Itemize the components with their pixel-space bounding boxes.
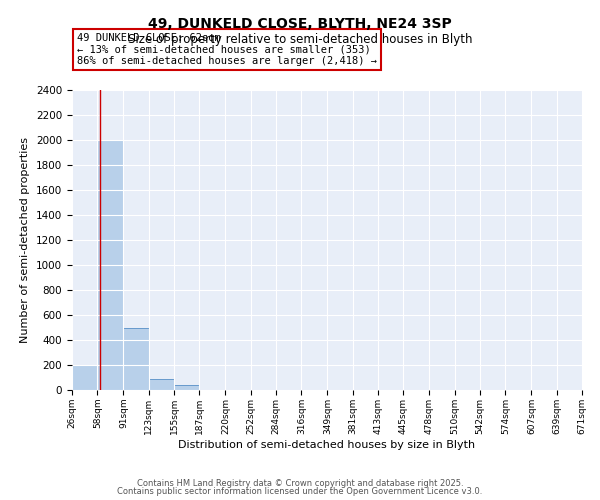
Bar — [174, 385, 199, 390]
Text: Contains HM Land Registry data © Crown copyright and database right 2025.: Contains HM Land Registry data © Crown c… — [137, 478, 463, 488]
Text: Contains public sector information licensed under the Open Government Licence v3: Contains public sector information licen… — [118, 487, 482, 496]
Bar — [124, 328, 149, 390]
Bar — [97, 140, 124, 390]
Bar — [72, 365, 97, 390]
Bar — [149, 380, 174, 390]
Text: 49 DUNKELD CLOSE: 62sqm
← 13% of semi-detached houses are smaller (353)
86% of s: 49 DUNKELD CLOSE: 62sqm ← 13% of semi-de… — [77, 33, 377, 66]
X-axis label: Distribution of semi-detached houses by size in Blyth: Distribution of semi-detached houses by … — [178, 440, 476, 450]
Text: 49, DUNKELD CLOSE, BLYTH, NE24 3SP: 49, DUNKELD CLOSE, BLYTH, NE24 3SP — [148, 18, 452, 32]
Y-axis label: Number of semi-detached properties: Number of semi-detached properties — [20, 137, 31, 343]
Text: Size of property relative to semi-detached houses in Blyth: Size of property relative to semi-detach… — [128, 32, 472, 46]
